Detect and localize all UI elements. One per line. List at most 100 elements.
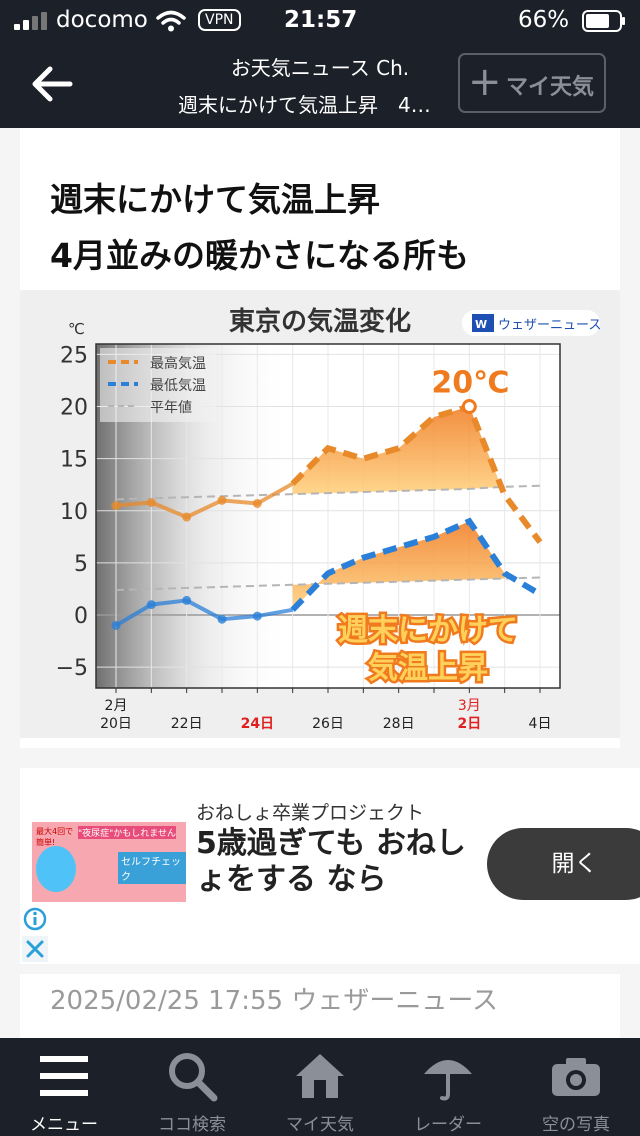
chart-title: 東京の気温変化 (229, 306, 411, 337)
min-point (111, 620, 121, 630)
nav-bar: お天気ニュース Ch. 週末にかけて気温上昇 4… + マイ天気 (0, 42, 640, 128)
y-tick-label: 10 (60, 500, 88, 525)
y-unit: ℃ (68, 320, 85, 338)
max-observed-line (115, 481, 294, 520)
svg-text:W: W (475, 318, 487, 331)
legend: 最高気温 最低気温 平年値 (100, 348, 216, 422)
ad-open-button[interactable]: 開く (487, 828, 640, 900)
temperature-chart-svg: 25 20 15 10 5 0 −5 2月 20日 22日 24日 26日 28日 3月 2日 4日 ℃ 東… (56, 306, 602, 732)
max-forecast-line (290, 402, 543, 544)
x-tick-label: 22日 (171, 716, 203, 732)
max-point (252, 498, 262, 508)
article-headline: 週末にかけて気温上昇 4月並みの暖かさになる所も (50, 172, 610, 284)
y-tick-label: 5 (74, 552, 88, 577)
tab-my-weather[interactable]: マイ天気 (256, 1038, 384, 1136)
mascot-icon (36, 846, 76, 892)
back-arrow-icon[interactable] (30, 64, 74, 104)
y-tick-label: 0 (74, 604, 88, 629)
ad-close-icon[interactable] (22, 936, 48, 962)
y-tick-label: 20 (60, 396, 88, 421)
status-bar: docomo VPN 21:57 66% (0, 0, 640, 42)
min-observed-line (114, 598, 294, 628)
camera-icon (552, 1058, 600, 1096)
peak-marker (461, 399, 477, 415)
ad-image-text-c: セルフチェック (118, 852, 186, 884)
signal-icon (14, 12, 47, 30)
headline-line-1: 週末にかけて気温上昇 (50, 180, 380, 219)
brand-logo: W ウェザーニュース (462, 310, 601, 336)
tab-sky-photo[interactable]: 空の写真 (512, 1038, 640, 1136)
tab-menu[interactable]: メニュー (0, 1038, 128, 1136)
min-point (182, 595, 192, 605)
tab-sky-photo-label: 空の写真 (542, 1115, 610, 1135)
tab-radar[interactable]: レーダー (384, 1038, 512, 1136)
ad-sponsor: おねしょ卒業プロジェクト (196, 802, 425, 824)
max-point (182, 512, 192, 522)
x-tick-label: 24日 (241, 716, 274, 732)
ad-image[interactable]: 最大4回で簡単! "夜尿症"かもしれません セルフチェック (32, 822, 186, 902)
peak-label: 20℃ (431, 366, 509, 401)
article-meta: 2025/02/25 17:55 ウェザーニュース (20, 974, 620, 1038)
umbrella-icon (424, 1060, 472, 1101)
x-tick-label: 20日 (100, 716, 132, 732)
ad-image-text-b: "夜尿症"かもしれません (78, 826, 177, 839)
y-tick-label: 15 (60, 448, 88, 473)
article-short-title: 週末にかけて気温上昇 4… (178, 93, 431, 117)
wifi-icon (156, 10, 186, 32)
headline-line-2: 4月並みの暖かさになる所も (50, 236, 469, 275)
y-tick-label: 25 (60, 343, 88, 368)
series-lines (111, 399, 543, 630)
normal-high-line (115, 484, 541, 501)
x-tick-label: 26日 (312, 716, 344, 732)
callout-line-2: 気温上昇 (368, 651, 488, 686)
article-card: 週末にかけて気温上昇 4月並みの暖かさになる所も (20, 128, 620, 748)
battery-icon (582, 10, 625, 32)
warm-area-low (292, 521, 505, 610)
brand-name: ウェザーニュース (498, 318, 601, 333)
x-tick-label: 28日 (383, 716, 415, 732)
article-content[interactable]: 週末にかけて気温上昇 4月並みの暖かさになる所も (0, 128, 640, 1038)
y-axis: 25 20 15 10 5 0 −5 (56, 343, 88, 681)
min-forecast-line (290, 517, 542, 612)
tab-search[interactable]: ココ検索 (128, 1038, 256, 1136)
x-tick-label: 2日 (457, 716, 481, 732)
max-point (111, 501, 121, 511)
x-axis: 2月 20日 22日 24日 26日 28日 3月 2日 4日 (100, 688, 551, 732)
legend-max: 最高気温 (150, 355, 206, 372)
min-point (252, 611, 262, 621)
vpn-badge: VPN (198, 9, 241, 31)
callout-line-1: 週末にかけて (338, 613, 518, 648)
ad-banner[interactable]: 最大4回で簡単! "夜尿症"かもしれません セルフチェック おねしょ卒業プロジェ… (20, 768, 640, 964)
x-tick-month: 2月 (105, 698, 128, 714)
add-my-weather-button[interactable]: + マイ天気 (458, 53, 606, 113)
x-tick-month: 3月 (458, 698, 481, 714)
plot-border (95, 343, 561, 689)
search-icon (169, 1053, 218, 1102)
ad-body: 5歳過ぎても おねしょをする なら (196, 826, 466, 897)
normal-low-line (115, 576, 541, 592)
plus-icon: + (468, 59, 502, 105)
home-icon (296, 1054, 344, 1098)
x-tick-label: 4日 (529, 716, 552, 732)
clock: 21:57 (284, 7, 358, 33)
max-point (146, 497, 156, 507)
tab-menu-label: メニュー (30, 1115, 98, 1135)
channel-title: お天気ニュース Ch. (230, 56, 410, 80)
article-date: 2025/02/25 17:55 ウェザーニュース (50, 986, 499, 1016)
ad-info-icon[interactable] (22, 906, 48, 932)
carrier-name: docomo (56, 7, 148, 33)
ad-image-text-a: 最大4回で簡単! (36, 827, 74, 847)
menu-icon (40, 1056, 88, 1096)
add-my-weather-label: マイ天気 (506, 75, 595, 100)
battery-percent: 66% (518, 7, 570, 33)
legend-min: 最低気温 (150, 378, 206, 394)
tab-search-label: ココ検索 (158, 1115, 226, 1135)
temperature-chart: 25 20 15 10 5 0 −5 2月 20日 22日 24日 26日 28日 3月 2日 4日 ℃ 東… (20, 290, 620, 738)
min-point (146, 600, 156, 610)
tab-radar-label: レーダー (414, 1115, 482, 1135)
callout: 週末にかけて 気温上昇 (336, 611, 521, 689)
legend-normal: 平年値 (150, 400, 192, 416)
tab-bar: メニュー ココ検索 マイ天気 レーダー 空の写真 (0, 1038, 640, 1136)
min-point (217, 614, 227, 624)
max-point (217, 495, 227, 505)
